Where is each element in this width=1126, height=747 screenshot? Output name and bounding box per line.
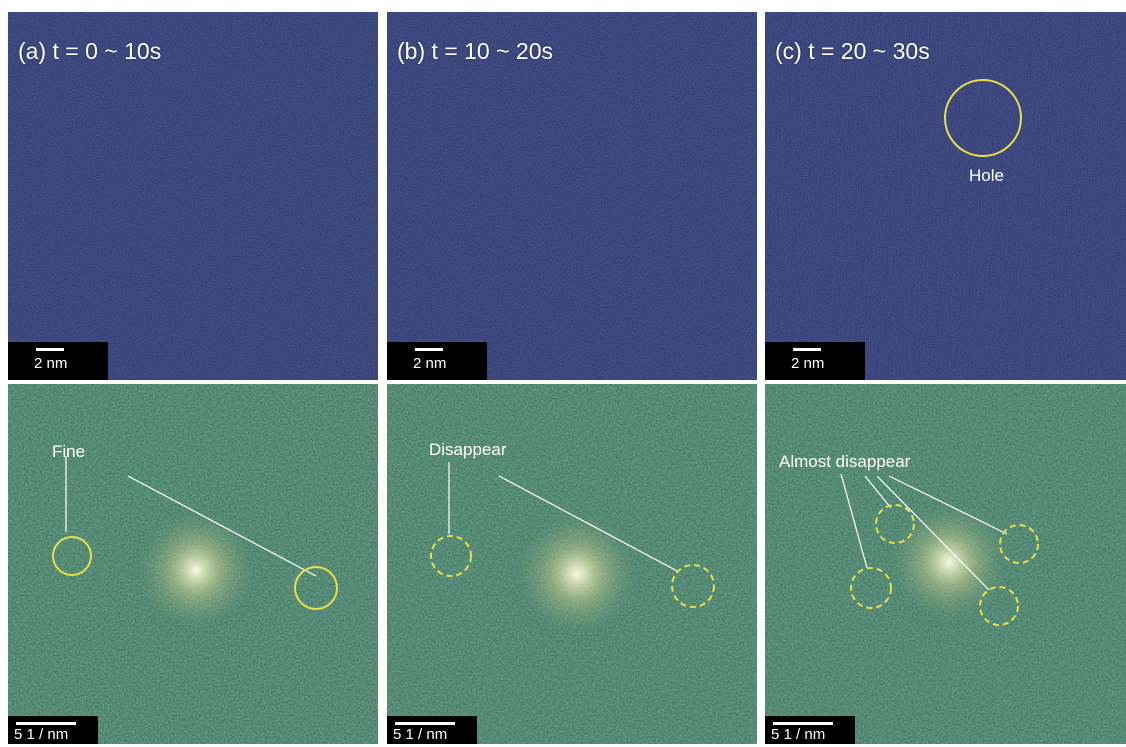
- panel-b-title: (b) t = 10 ~ 20s: [397, 38, 553, 64]
- panel-a-title: (a) t = 0 ~ 10s: [18, 38, 162, 64]
- scale-bar-line: [415, 348, 443, 351]
- real-space-image-b: [387, 12, 757, 380]
- scale-bar-label: 5 1 / nm: [14, 726, 69, 743]
- panel-a-real-space: (a) t = 0 ~ 10s 2 nm: [8, 12, 378, 380]
- fft-image-b: [387, 384, 757, 744]
- fft-image-a: [8, 384, 378, 744]
- scale-bar-a-fft: 5 1 / nm: [8, 716, 98, 744]
- panel-b-fft: Disappear 5 1 / nm: [387, 384, 757, 744]
- scale-bar-line: [793, 348, 821, 351]
- panel-a-fft: Fine 5 1 / nm: [8, 384, 378, 744]
- scale-bar-label: 2 nm: [791, 355, 825, 372]
- scale-bar-label: 5 1 / nm: [771, 726, 826, 743]
- annotation-fine: Fine: [52, 442, 86, 461]
- fft-image-c: [765, 384, 1126, 744]
- scale-bar-line: [395, 722, 455, 725]
- annotation-almost-disappear: Almost disappear: [779, 452, 911, 471]
- scale-bar-b-fft: 5 1 / nm: [387, 716, 477, 744]
- scale-bar-label: 5 1 / nm: [393, 726, 448, 743]
- scale-bar-c-real: 2 nm: [765, 342, 865, 380]
- panel-c-title: (c) t = 20 ~ 30s: [775, 38, 930, 64]
- annotation-hole: Hole: [969, 166, 1004, 185]
- scale-bar-label: 2 nm: [413, 355, 447, 372]
- annotation-disappear: Disappear: [429, 440, 507, 459]
- panel-c-fft: Almost disappear 5 1 / nm: [765, 384, 1126, 744]
- scale-bar-line: [16, 722, 76, 725]
- scale-bar-c-fft: 5 1 / nm: [765, 716, 855, 744]
- real-space-image-a: [8, 12, 378, 380]
- real-space-image-c: [765, 12, 1126, 380]
- scale-bar-b-real: 2 nm: [387, 342, 487, 380]
- scale-bar-line: [773, 722, 833, 725]
- scale-bar-label: 2 nm: [34, 355, 68, 372]
- scale-bar-a-real: 2 nm: [8, 342, 108, 380]
- panel-c-real-space: (c) t = 20 ~ 30s Hole 2 nm: [765, 12, 1126, 380]
- scale-bar-line: [36, 348, 64, 351]
- panel-b-real-space: (b) t = 10 ~ 20s 2 nm: [387, 12, 757, 380]
